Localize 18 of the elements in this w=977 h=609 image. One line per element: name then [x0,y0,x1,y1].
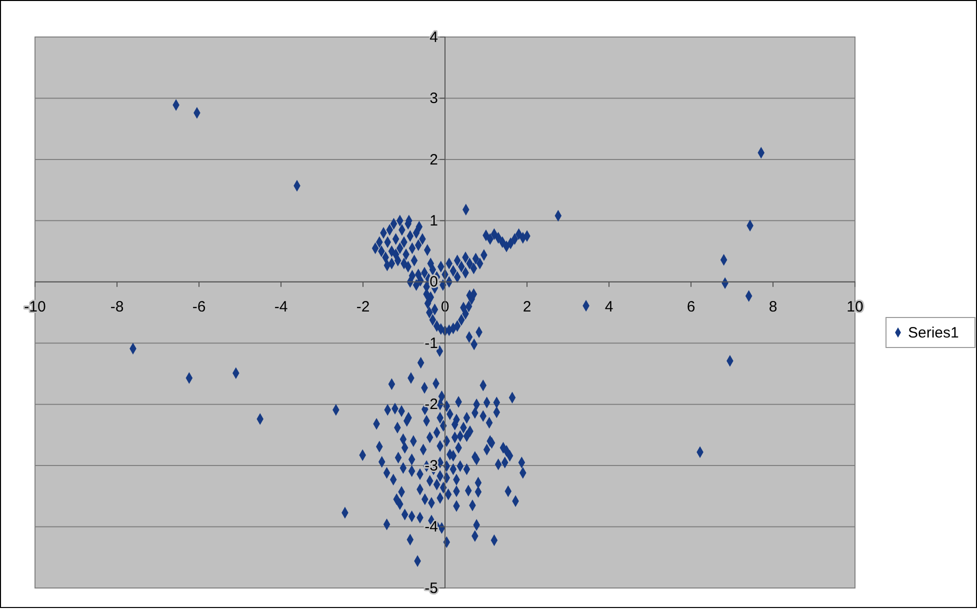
y-tick-label: -2 [424,396,438,414]
y-tick-label: 4 [430,28,438,46]
x-tick-label: -6 [192,298,206,316]
x-tick-label: 6 [686,298,696,316]
x-tick-label: 2 [522,298,532,316]
x-tick-label: 4 [604,298,614,316]
x-tick-label: -10 [24,298,46,316]
y-tick-label: 1 [430,212,438,230]
x-tick-label: -8 [110,298,124,316]
x-tick-label: 10 [846,298,864,316]
y-tick-label: 3 [430,90,438,108]
x-tick-label: 8 [768,298,778,316]
legend-label: Series1 [908,324,959,342]
y-tick-label: -1 [424,334,438,352]
x-tick-label: -2 [356,298,370,316]
x-tick-label: -4 [274,298,288,316]
y-tick-label: -5 [424,580,438,597]
y-tick-label: 2 [430,151,438,168]
